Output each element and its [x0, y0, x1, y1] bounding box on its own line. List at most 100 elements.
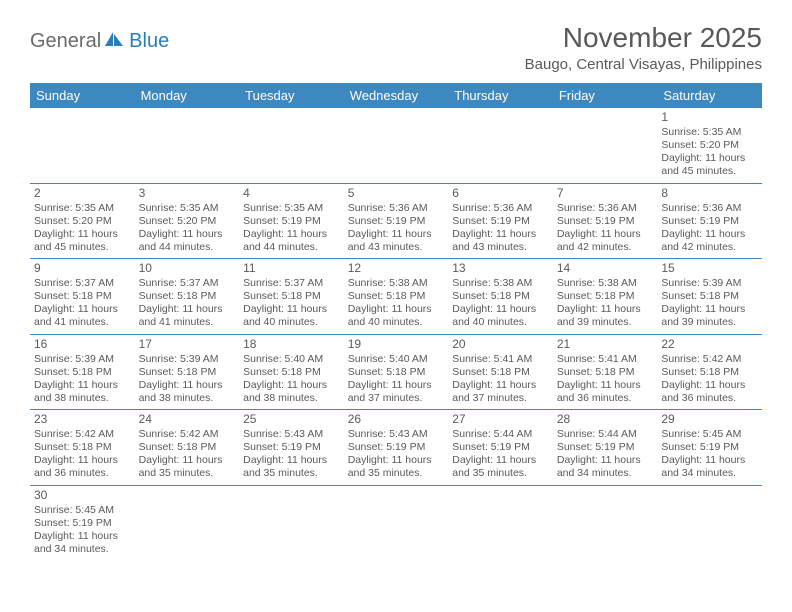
calendar-cell: 13Sunrise: 5:38 AMSunset: 5:18 PMDayligh… [448, 259, 553, 335]
calendar-cell: 12Sunrise: 5:38 AMSunset: 5:18 PMDayligh… [344, 259, 449, 335]
weekday-header: Friday [553, 83, 658, 108]
page: General Blue November 2025 Baugo, Centra… [0, 0, 792, 570]
calendar-cell: 26Sunrise: 5:43 AMSunset: 5:19 PMDayligh… [344, 410, 449, 486]
brand-logo: General Blue [30, 30, 169, 53]
weekday-header: Saturday [657, 83, 762, 108]
sunrise-line: Sunrise: 5:40 AM [243, 353, 340, 366]
sunrise-line: Sunrise: 5:38 AM [348, 277, 445, 290]
daylight-line: Daylight: 11 hours and 37 minutes. [348, 379, 445, 405]
weekday-header: Tuesday [239, 83, 344, 108]
sunrise-line: Sunrise: 5:35 AM [139, 202, 236, 215]
day-number: 22 [661, 337, 758, 352]
header: General Blue November 2025 Baugo, Centra… [30, 22, 762, 73]
calendar-cell: 7Sunrise: 5:36 AMSunset: 5:19 PMDaylight… [553, 183, 658, 259]
sunrise-line: Sunrise: 5:41 AM [557, 353, 654, 366]
sunrise-line: Sunrise: 5:42 AM [139, 428, 236, 441]
day-number: 3 [139, 186, 236, 201]
sunrise-line: Sunrise: 5:36 AM [452, 202, 549, 215]
day-number: 30 [34, 488, 131, 503]
calendar-cell: 3Sunrise: 5:35 AMSunset: 5:20 PMDaylight… [135, 183, 240, 259]
calendar-cell: 6Sunrise: 5:36 AMSunset: 5:19 PMDaylight… [448, 183, 553, 259]
weekday-header: Sunday [30, 83, 135, 108]
day-number: 12 [348, 261, 445, 276]
day-number: 26 [348, 412, 445, 427]
sunset-line: Sunset: 5:20 PM [139, 215, 236, 228]
calendar-cell: 1Sunrise: 5:35 AMSunset: 5:20 PMDaylight… [657, 108, 762, 183]
calendar-cell: 25Sunrise: 5:43 AMSunset: 5:19 PMDayligh… [239, 410, 344, 486]
calendar-cell: 14Sunrise: 5:38 AMSunset: 5:18 PMDayligh… [553, 259, 658, 335]
sunset-line: Sunset: 5:18 PM [139, 290, 236, 303]
day-number: 24 [139, 412, 236, 427]
daylight-line: Daylight: 11 hours and 35 minutes. [139, 454, 236, 480]
daylight-line: Daylight: 11 hours and 35 minutes. [452, 454, 549, 480]
sunset-line: Sunset: 5:18 PM [34, 441, 131, 454]
day-number: 21 [557, 337, 654, 352]
day-number: 13 [452, 261, 549, 276]
sunrise-line: Sunrise: 5:37 AM [243, 277, 340, 290]
calendar-cell [239, 108, 344, 183]
calendar-cell: 9Sunrise: 5:37 AMSunset: 5:18 PMDaylight… [30, 259, 135, 335]
sail-icon [103, 30, 125, 53]
calendar-cell: 30Sunrise: 5:45 AMSunset: 5:19 PMDayligh… [30, 485, 135, 560]
sunset-line: Sunset: 5:18 PM [661, 366, 758, 379]
daylight-line: Daylight: 11 hours and 37 minutes. [452, 379, 549, 405]
daylight-line: Daylight: 11 hours and 36 minutes. [557, 379, 654, 405]
sunset-line: Sunset: 5:19 PM [661, 441, 758, 454]
month-title: November 2025 [525, 22, 762, 54]
sunrise-line: Sunrise: 5:35 AM [34, 202, 131, 215]
daylight-line: Daylight: 11 hours and 45 minutes. [661, 152, 758, 178]
day-number: 7 [557, 186, 654, 201]
day-number: 18 [243, 337, 340, 352]
daylight-line: Daylight: 11 hours and 43 minutes. [452, 228, 549, 254]
day-number: 28 [557, 412, 654, 427]
sunrise-line: Sunrise: 5:40 AM [348, 353, 445, 366]
sunrise-line: Sunrise: 5:39 AM [139, 353, 236, 366]
calendar-cell: 24Sunrise: 5:42 AMSunset: 5:18 PMDayligh… [135, 410, 240, 486]
calendar-row: 30Sunrise: 5:45 AMSunset: 5:19 PMDayligh… [30, 485, 762, 560]
location: Baugo, Central Visayas, Philippines [525, 56, 762, 73]
sunset-line: Sunset: 5:19 PM [348, 215, 445, 228]
day-number: 11 [243, 261, 340, 276]
calendar-cell: 16Sunrise: 5:39 AMSunset: 5:18 PMDayligh… [30, 334, 135, 410]
sunrise-line: Sunrise: 5:36 AM [348, 202, 445, 215]
day-number: 25 [243, 412, 340, 427]
daylight-line: Daylight: 11 hours and 41 minutes. [34, 303, 131, 329]
brand-part2: Blue [129, 30, 169, 53]
daylight-line: Daylight: 11 hours and 44 minutes. [243, 228, 340, 254]
calendar-cell [553, 485, 658, 560]
daylight-line: Daylight: 11 hours and 39 minutes. [557, 303, 654, 329]
calendar-cell [135, 485, 240, 560]
sunrise-line: Sunrise: 5:35 AM [661, 126, 758, 139]
daylight-line: Daylight: 11 hours and 38 minutes. [139, 379, 236, 405]
day-number: 8 [661, 186, 758, 201]
calendar-cell: 2Sunrise: 5:35 AMSunset: 5:20 PMDaylight… [30, 183, 135, 259]
sunrise-line: Sunrise: 5:44 AM [557, 428, 654, 441]
daylight-line: Daylight: 11 hours and 35 minutes. [243, 454, 340, 480]
sunrise-line: Sunrise: 5:38 AM [452, 277, 549, 290]
calendar-cell: 10Sunrise: 5:37 AMSunset: 5:18 PMDayligh… [135, 259, 240, 335]
weekday-header: Thursday [448, 83, 553, 108]
sunrise-line: Sunrise: 5:37 AM [139, 277, 236, 290]
calendar-cell [448, 108, 553, 183]
daylight-line: Daylight: 11 hours and 34 minutes. [557, 454, 654, 480]
sunset-line: Sunset: 5:18 PM [139, 441, 236, 454]
calendar-cell: 28Sunrise: 5:44 AMSunset: 5:19 PMDayligh… [553, 410, 658, 486]
daylight-line: Daylight: 11 hours and 36 minutes. [661, 379, 758, 405]
day-number: 10 [139, 261, 236, 276]
day-number: 6 [452, 186, 549, 201]
calendar-cell: 21Sunrise: 5:41 AMSunset: 5:18 PMDayligh… [553, 334, 658, 410]
sunset-line: Sunset: 5:18 PM [557, 366, 654, 379]
calendar-cell: 11Sunrise: 5:37 AMSunset: 5:18 PMDayligh… [239, 259, 344, 335]
calendar-cell: 18Sunrise: 5:40 AMSunset: 5:18 PMDayligh… [239, 334, 344, 410]
sunset-line: Sunset: 5:19 PM [557, 441, 654, 454]
calendar-cell: 22Sunrise: 5:42 AMSunset: 5:18 PMDayligh… [657, 334, 762, 410]
sunset-line: Sunset: 5:18 PM [452, 290, 549, 303]
sunset-line: Sunset: 5:18 PM [139, 366, 236, 379]
sunset-line: Sunset: 5:18 PM [661, 290, 758, 303]
calendar-cell [344, 108, 449, 183]
weekday-header-row: Sunday Monday Tuesday Wednesday Thursday… [30, 83, 762, 108]
day-number: 20 [452, 337, 549, 352]
calendar-cell: 8Sunrise: 5:36 AMSunset: 5:19 PMDaylight… [657, 183, 762, 259]
title-block: November 2025 Baugo, Central Visayas, Ph… [525, 22, 762, 73]
day-number: 29 [661, 412, 758, 427]
